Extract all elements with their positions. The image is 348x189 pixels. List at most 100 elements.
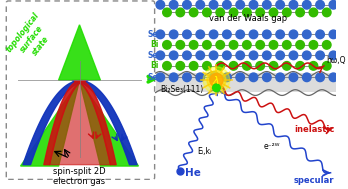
Circle shape [309, 41, 318, 49]
Circle shape [183, 30, 191, 39]
Polygon shape [79, 80, 139, 166]
Circle shape [249, 30, 258, 39]
Circle shape [176, 8, 184, 17]
Circle shape [236, 51, 245, 60]
Text: He: He [185, 168, 201, 178]
Circle shape [249, 1, 258, 9]
Circle shape [262, 73, 271, 82]
Circle shape [229, 62, 238, 70]
Circle shape [302, 51, 311, 60]
Circle shape [236, 30, 245, 39]
Text: inelastic: inelastic [294, 125, 334, 134]
Circle shape [262, 1, 271, 9]
Circle shape [163, 8, 171, 17]
Circle shape [309, 62, 318, 70]
Circle shape [256, 8, 264, 17]
Circle shape [276, 73, 284, 82]
Circle shape [316, 73, 324, 82]
FancyBboxPatch shape [6, 1, 155, 179]
Circle shape [196, 73, 205, 82]
Circle shape [236, 73, 245, 82]
Circle shape [323, 41, 331, 49]
Circle shape [249, 73, 258, 82]
Circle shape [323, 62, 331, 70]
Circle shape [316, 51, 324, 60]
Circle shape [269, 62, 278, 70]
Circle shape [276, 51, 284, 60]
Circle shape [323, 8, 331, 17]
Circle shape [176, 41, 184, 49]
Circle shape [196, 30, 205, 39]
Circle shape [329, 1, 338, 9]
Circle shape [209, 1, 218, 9]
Circle shape [163, 62, 171, 70]
Circle shape [249, 51, 258, 60]
Circle shape [262, 51, 271, 60]
Circle shape [256, 41, 264, 49]
Circle shape [196, 51, 205, 60]
Circle shape [156, 51, 165, 60]
Circle shape [163, 41, 171, 49]
Text: van der Waals gap: van der Waals gap [209, 14, 287, 23]
Circle shape [296, 62, 304, 70]
Circle shape [283, 62, 291, 70]
Circle shape [276, 30, 284, 39]
Circle shape [156, 30, 165, 39]
Circle shape [169, 1, 178, 9]
Circle shape [216, 8, 224, 17]
FancyBboxPatch shape [156, 73, 336, 92]
Text: specular: specular [294, 176, 334, 185]
Circle shape [302, 30, 311, 39]
Text: Eᵢ,kᵢ: Eᵢ,kᵢ [197, 147, 212, 156]
Circle shape [276, 1, 284, 9]
Circle shape [329, 30, 338, 39]
Circle shape [203, 8, 211, 17]
Text: e⁻²ᵂ: e⁻²ᵂ [263, 143, 280, 151]
Circle shape [289, 51, 298, 60]
Circle shape [223, 51, 231, 60]
Circle shape [216, 62, 224, 70]
Circle shape [296, 8, 304, 17]
Text: Bi₂Se₃(111): Bi₂Se₃(111) [160, 84, 204, 94]
Circle shape [262, 30, 271, 39]
Circle shape [203, 67, 230, 94]
Circle shape [329, 73, 338, 82]
Circle shape [156, 1, 165, 9]
Circle shape [289, 30, 298, 39]
Text: spin-split 2D
electron gas: spin-split 2D electron gas [53, 167, 106, 186]
Circle shape [209, 51, 218, 60]
Circle shape [203, 62, 211, 70]
Circle shape [216, 41, 224, 49]
Circle shape [283, 8, 291, 17]
Circle shape [207, 71, 226, 90]
Circle shape [229, 41, 238, 49]
Text: Se: Se [148, 30, 158, 39]
Circle shape [269, 8, 278, 17]
Circle shape [289, 1, 298, 9]
Circle shape [209, 73, 218, 82]
Circle shape [223, 30, 231, 39]
Circle shape [283, 41, 291, 49]
Polygon shape [58, 25, 101, 80]
Circle shape [176, 62, 184, 70]
Circle shape [229, 8, 238, 17]
Circle shape [183, 51, 191, 60]
Circle shape [189, 62, 198, 70]
Circle shape [203, 41, 211, 49]
Circle shape [196, 1, 205, 9]
Text: Bi: Bi [150, 61, 158, 70]
Circle shape [210, 74, 223, 87]
Circle shape [189, 41, 198, 49]
Circle shape [223, 1, 231, 9]
Circle shape [302, 73, 311, 82]
Text: $\lambda$: $\lambda$ [213, 74, 220, 86]
Circle shape [316, 1, 324, 9]
Text: Se: Se [148, 73, 158, 82]
Circle shape [329, 51, 338, 60]
Circle shape [213, 84, 220, 92]
Circle shape [302, 1, 311, 9]
Circle shape [169, 73, 178, 82]
Polygon shape [21, 80, 79, 166]
Circle shape [316, 30, 324, 39]
Text: Se: Se [148, 51, 158, 60]
